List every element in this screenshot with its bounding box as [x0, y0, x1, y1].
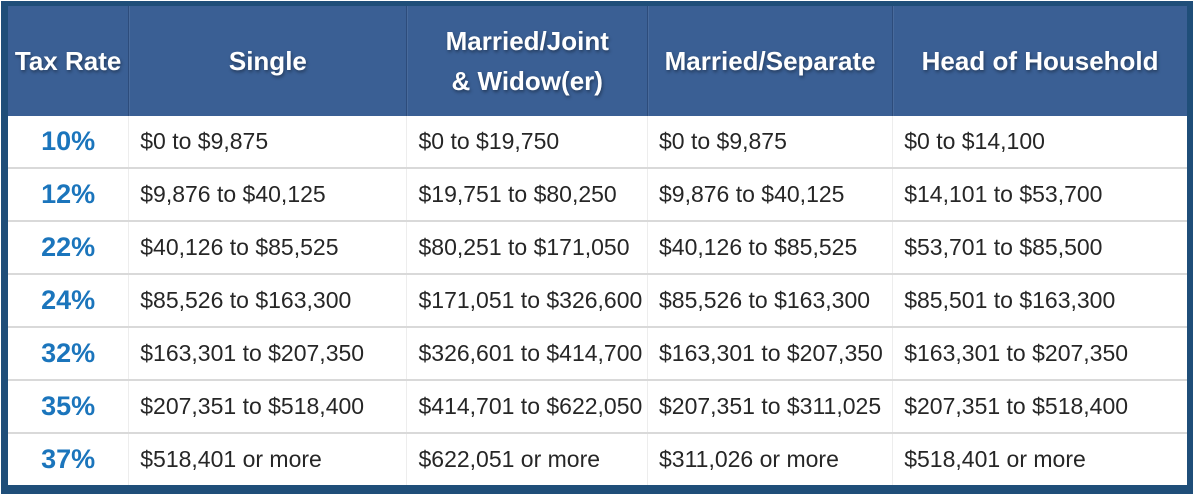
- married-joint-bracket-cell: $326,601 to $414,700: [406, 328, 647, 379]
- married-separate-bracket-cell: $9,876 to $40,125: [647, 169, 892, 220]
- head-of-household-bracket-cell: $163,301 to $207,350: [892, 328, 1187, 379]
- married-joint-bracket-cell: $414,701 to $622,050: [406, 381, 647, 432]
- tax-rate-cell: 22%: [41, 232, 96, 262]
- tax-rate-cell: 24%: [41, 285, 96, 315]
- table-row: 35% $207,351 to $518,400 $414,701 to $62…: [8, 379, 1187, 432]
- single-bracket-cell: $40,126 to $85,525: [128, 222, 406, 273]
- column-header-married-separate: Married/Separate: [647, 6, 892, 116]
- column-header-tax-rate: Tax Rate: [14, 45, 122, 76]
- married-separate-bracket-cell: $207,351 to $311,025: [647, 381, 892, 432]
- single-bracket-cell: $0 to $9,875: [128, 116, 406, 167]
- head-of-household-bracket-cell: $14,101 to $53,700: [892, 169, 1187, 220]
- tax-rate-cell: 12%: [41, 179, 96, 209]
- married-separate-bracket-cell: $163,301 to $207,350: [647, 328, 892, 379]
- married-joint-bracket-cell: $0 to $19,750: [406, 116, 647, 167]
- table-row: 10% $0 to $9,875 $0 to $19,750 $0 to $9,…: [8, 116, 1187, 167]
- tax-rate-cell: 10%: [41, 126, 96, 156]
- single-bracket-cell: $85,526 to $163,300: [128, 275, 406, 326]
- table-row: 12% $9,876 to $40,125 $19,751 to $80,250…: [8, 167, 1187, 220]
- head-of-household-bracket-cell: $85,501 to $163,300: [892, 275, 1187, 326]
- table-header-row: Tax Rate Single Married/Joint & Widow(er…: [8, 6, 1187, 116]
- married-separate-bracket-cell: $85,526 to $163,300: [647, 275, 892, 326]
- table-row: 32% $163,301 to $207,350 $326,601 to $41…: [8, 326, 1187, 379]
- column-header-head-of-household: Head of Household: [892, 6, 1187, 116]
- single-bracket-cell: $207,351 to $518,400: [128, 381, 406, 432]
- tax-rate-cell: 37%: [41, 444, 96, 474]
- married-joint-bracket-cell: $80,251 to $171,050: [406, 222, 647, 273]
- table-row: 37% $518,401 or more $622,051 or more $3…: [8, 432, 1187, 485]
- married-separate-bracket-cell: $311,026 or more: [647, 434, 892, 485]
- column-header-married-joint: Married/Joint & Widow(er): [406, 6, 647, 116]
- married-separate-bracket-cell: $40,126 to $85,525: [647, 222, 892, 273]
- head-of-household-bracket-cell: $0 to $14,100: [892, 116, 1187, 167]
- tax-rate-cell: 35%: [41, 391, 96, 421]
- head-of-household-bracket-cell: $518,401 or more: [892, 434, 1187, 485]
- head-of-household-bracket-cell: $207,351 to $518,400: [892, 381, 1187, 432]
- table-row: 24% $85,526 to $163,300 $171,051 to $326…: [8, 273, 1187, 326]
- single-bracket-cell: $163,301 to $207,350: [128, 328, 406, 379]
- single-bracket-cell: $9,876 to $40,125: [128, 169, 406, 220]
- single-bracket-cell: $518,401 or more: [128, 434, 406, 485]
- table-row: 22% $40,126 to $85,525 $80,251 to $171,0…: [8, 220, 1187, 273]
- married-joint-bracket-cell: $622,051 or more: [406, 434, 647, 485]
- tax-rate-cell: 32%: [41, 338, 96, 368]
- married-separate-bracket-cell: $0 to $9,875: [647, 116, 892, 167]
- married-joint-bracket-cell: $19,751 to $80,250: [406, 169, 647, 220]
- married-joint-bracket-cell: $171,051 to $326,600: [406, 275, 647, 326]
- column-header-single: Single: [128, 6, 406, 116]
- head-of-household-bracket-cell: $53,701 to $85,500: [892, 222, 1187, 273]
